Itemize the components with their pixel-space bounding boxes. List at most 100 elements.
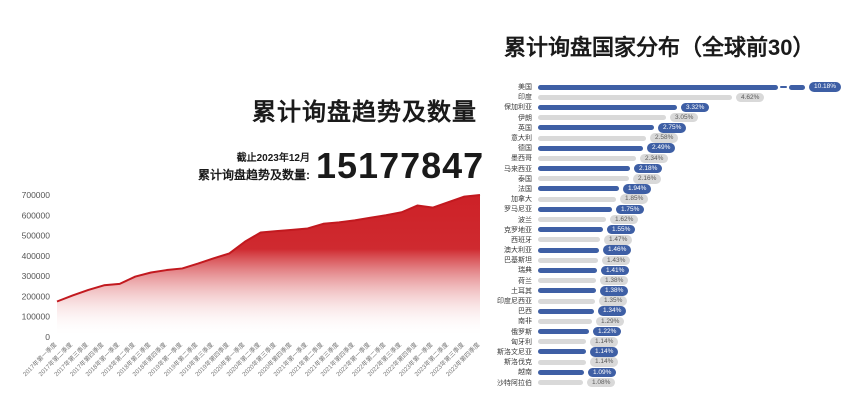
bar-row: 斯洛伐克 1.14% (484, 357, 850, 367)
value-badge: 1.14% (590, 357, 619, 367)
area-fill (57, 195, 480, 337)
country-bar (538, 308, 594, 314)
country-bar (538, 288, 596, 294)
y-tick-label: 400000 (22, 251, 51, 261)
value-badge: 2.16% (633, 174, 662, 184)
country-bar (538, 104, 677, 110)
bar-row: 土耳其 1.38% (484, 286, 850, 296)
bar-row: 荷兰 1.38% (484, 275, 850, 286)
value-badge: 4.62% (736, 92, 765, 103)
bar-row: 泰国 2.16% (484, 174, 850, 184)
value-badge: 1.08% (587, 377, 616, 388)
country-bar (538, 166, 630, 172)
value-badge: 1.85% (620, 194, 649, 204)
bar-row: 英国 2.75% (484, 123, 850, 133)
bar-row: 瑞典 1.41% (484, 265, 850, 276)
country-label: 澳大利亚 (504, 247, 532, 255)
country-bars: 美国 10.18% 印度 4.62% 保加利亚 3.32% 伊朗 3.05% 英国 2.75% 意大… (484, 82, 850, 388)
country-bar (538, 155, 636, 161)
bar-row: 意大利 2.58% (484, 133, 850, 143)
country-bar (538, 237, 600, 243)
value-badge: 2.34% (640, 153, 669, 164)
value-badge: 3.05% (670, 112, 699, 123)
country-label: 荷兰 (518, 277, 532, 285)
value-badge: 1.38% (600, 286, 629, 296)
country-bar (538, 217, 606, 223)
count-label: 累计询盘趋势及数量: (198, 168, 310, 182)
country-label: 巴基斯坦 (504, 257, 532, 265)
country-label: 泰国 (518, 175, 532, 183)
country-bar (538, 278, 596, 284)
bar-row: 斯洛文尼亚 1.14% (484, 347, 850, 357)
y-tick-label: 0 (45, 332, 50, 342)
country-label: 英国 (518, 124, 532, 132)
country-label: 波兰 (518, 216, 532, 224)
value-badge: 1.94% (623, 184, 652, 194)
value-badge: 1.38% (600, 275, 629, 286)
country-label: 斯洛伐克 (504, 359, 532, 367)
country-label: 南非 (518, 318, 532, 326)
country-label: 斯洛文尼亚 (497, 348, 532, 356)
bar-row: 南非 1.29% (484, 316, 850, 327)
country-bar (538, 267, 597, 273)
country-bar (538, 206, 612, 212)
country-bar (538, 176, 629, 182)
bar-row: 印度 4.62% (484, 92, 850, 103)
country-bar (538, 339, 586, 345)
country-bar (538, 84, 778, 90)
country-bar (538, 135, 646, 141)
country-label: 马来西亚 (504, 165, 532, 173)
axis-break-dash (780, 86, 787, 89)
country-bar (538, 369, 584, 375)
y-tick-label: 100000 (22, 312, 51, 322)
value-badge: 1.62% (610, 214, 639, 225)
bar-row: 西班牙 1.47% (484, 235, 850, 245)
value-badge: 2.18% (634, 163, 663, 174)
country-bar (538, 227, 603, 233)
country-label: 西班牙 (511, 236, 532, 244)
bar-row: 克罗地亚 1.55% (484, 224, 850, 235)
country-label: 土耳其 (511, 287, 532, 295)
trend-stats: 截止2023年12月 累计询盘趋势及数量: 15177847 (170, 146, 484, 186)
country-bar (538, 115, 666, 121)
country-label: 俄罗斯 (511, 328, 532, 336)
country-label: 瑞典 (518, 267, 532, 275)
y-tick-label: 500000 (22, 231, 51, 241)
value-badge: 1.55% (607, 224, 636, 235)
value-badge: 1.41% (601, 265, 630, 276)
value-badge: 1.09% (588, 367, 617, 378)
country-bar (538, 186, 619, 192)
country-label: 克罗地亚 (504, 226, 532, 234)
country-label: 匈牙利 (511, 338, 532, 346)
value-badge: 1.35% (599, 296, 628, 306)
bar-row: 澳大利亚 1.46% (484, 245, 850, 255)
inquiry-count-value: 15177847 (316, 145, 485, 186)
country-label: 法国 (518, 185, 532, 193)
country-bar (538, 257, 598, 263)
country-bar (538, 247, 599, 253)
bar-row: 沙特阿拉伯 1.08% (484, 377, 850, 388)
value-badge: 3.32% (681, 102, 710, 113)
country-bar-segment (789, 84, 805, 90)
value-badge: 1.47% (604, 235, 633, 245)
bar-row: 伊朗 3.05% (484, 112, 850, 123)
value-badge: 2.58% (650, 133, 679, 143)
country-bar (538, 125, 654, 131)
country-label: 伊朗 (518, 114, 532, 122)
bar-row: 巴西 1.34% (484, 306, 850, 316)
value-badge: 1.34% (598, 306, 627, 316)
bar-row: 波兰 1.62% (484, 214, 850, 225)
value-badge: 1.22% (593, 326, 622, 337)
y-tick-label: 300000 (22, 271, 51, 281)
area-chart: 0 100000 200000 300000 400000 500000 600000 700… (21, 190, 481, 378)
trend-stat-labels: 截止2023年12月 累计询盘趋势及数量: (170, 146, 310, 184)
value-badge: 1.29% (596, 316, 625, 327)
y-tick-label: 200000 (22, 291, 51, 301)
trend-title: 累计询盘趋势及数量 (252, 99, 477, 126)
value-badge: 2.75% (658, 123, 687, 133)
value-badge: 1.46% (603, 245, 632, 255)
bar-row: 俄罗斯 1.22% (484, 326, 850, 337)
country-title: 累计询盘国家分布（全球前30） (504, 35, 815, 60)
value-badge: 1.43% (602, 255, 631, 266)
